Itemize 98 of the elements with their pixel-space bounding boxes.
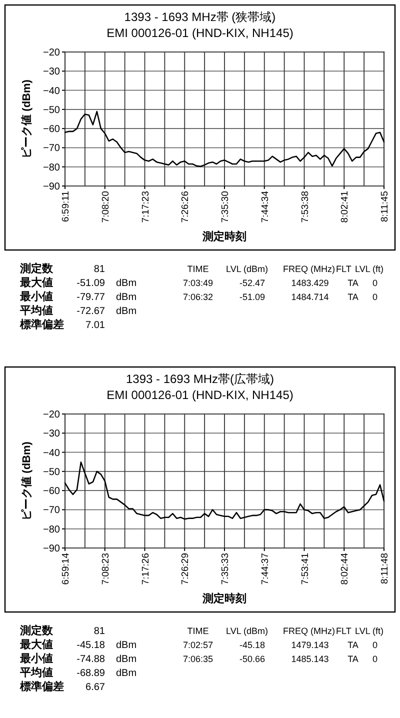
x-axis-title: 測定時刻 xyxy=(202,592,246,605)
text: -72.67 xyxy=(76,306,106,317)
text: -74.88 xyxy=(76,654,106,665)
text: TIME xyxy=(187,264,209,274)
text: dBm xyxy=(116,292,137,303)
text: -68.89 xyxy=(76,668,106,679)
text: FLT xyxy=(336,264,352,274)
text: 0 xyxy=(372,278,378,288)
y-tick-label: −90 xyxy=(43,544,60,554)
text: 7:06:32 xyxy=(182,292,214,302)
text: 7.01 xyxy=(86,320,106,331)
text: FREQ (MHz) xyxy=(283,264,335,274)
x-tick-label: 7:08:20 xyxy=(100,191,112,223)
y-tick-label: −50 xyxy=(43,104,60,116)
text: dBm xyxy=(116,306,137,317)
text: LVL (ft) xyxy=(355,264,384,274)
y-tick-label: −20 xyxy=(43,410,60,420)
y-tick-label: −40 xyxy=(43,448,60,459)
text: LVL (dBm) xyxy=(226,264,268,274)
chart-title: 1393 - 1693 MHz帯 (狭帯域) xyxy=(124,10,276,24)
text: LVL (ft) xyxy=(355,626,384,636)
x-tick-label: 7:17:23 xyxy=(140,191,152,223)
x-tick-label: 7:17:26 xyxy=(140,553,152,585)
x-tick-label: 6:59:11 xyxy=(60,191,72,222)
text: 7:06:35 xyxy=(182,654,214,664)
text: 0 xyxy=(372,292,378,302)
chart-subtitle: EMI 000126-01 (HND-KIX, NH145) xyxy=(106,388,294,402)
text: FREQ (MHz) xyxy=(283,626,335,636)
x-tick-label: 7:53:41 xyxy=(300,553,311,585)
text: 最小値 xyxy=(19,652,53,665)
text: 1479.143 xyxy=(291,640,329,650)
x-tick-label: 7:53:38 xyxy=(300,191,311,223)
text: -51.09 xyxy=(239,292,265,302)
y-tick-label: −30 xyxy=(43,66,60,78)
y-tick-label: −80 xyxy=(43,524,60,536)
text: dBm xyxy=(116,640,137,651)
y-tick-label: −40 xyxy=(43,86,60,97)
text: dBm xyxy=(116,278,137,289)
text: 1485.143 xyxy=(291,654,329,664)
text: TA xyxy=(348,654,358,664)
y-tick-label: −20 xyxy=(43,48,60,58)
y-tick-label: −90 xyxy=(43,182,60,192)
x-axis-title: 測定時刻 xyxy=(202,230,246,243)
text: 1483.429 xyxy=(291,278,329,288)
y-tick-label: −70 xyxy=(43,143,60,154)
text: 81 xyxy=(94,264,106,275)
text: 0 xyxy=(372,654,378,664)
text: 6.67 xyxy=(86,682,106,693)
y-tick-label: −60 xyxy=(43,486,60,498)
text: -52.47 xyxy=(239,278,265,288)
y-axis-title: ピーク値 (dBm) xyxy=(20,441,33,520)
text: LVL (dBm) xyxy=(226,626,268,636)
text: -50.66 xyxy=(239,654,265,664)
x-tick-label: 7:26:26 xyxy=(180,191,192,223)
text: -51.09 xyxy=(76,278,106,289)
x-tick-label: 7:44:34 xyxy=(260,191,271,223)
text: 1484.714 xyxy=(291,292,329,302)
text: 標準偏差 xyxy=(19,318,64,331)
text: 81 xyxy=(94,626,106,637)
text: dBm xyxy=(116,654,137,665)
chart-subtitle: EMI 000126-01 (HND-KIX, NH145) xyxy=(106,26,294,40)
text: 標準偏差 xyxy=(19,680,64,693)
text: -79.77 xyxy=(76,292,106,303)
x-tick-label: 8:11:45 xyxy=(380,191,390,222)
text: 0 xyxy=(372,640,378,650)
y-tick-label: −70 xyxy=(43,505,60,516)
x-tick-label: 8:02:41 xyxy=(340,191,351,223)
text: TA xyxy=(348,640,358,650)
text: TA xyxy=(348,278,358,288)
text: TIME xyxy=(187,626,209,636)
text: 最大値 xyxy=(19,276,53,289)
y-tick-label: −80 xyxy=(43,162,60,174)
text: -45.18 xyxy=(76,640,106,651)
text: 測定数 xyxy=(19,262,54,275)
text: -45.18 xyxy=(239,640,265,650)
x-tick-label: 8:02:44 xyxy=(340,553,351,585)
text: 平均値 xyxy=(19,666,53,679)
text: 平均値 xyxy=(19,304,53,317)
x-tick-label: 7:08:23 xyxy=(100,553,112,585)
x-tick-label: 7:35:30 xyxy=(220,191,231,223)
x-tick-label: 8:11:48 xyxy=(380,553,390,584)
x-tick-label: 7:26:29 xyxy=(180,553,192,585)
text: 7:03:49 xyxy=(182,278,214,288)
y-tick-label: −60 xyxy=(43,124,60,136)
text: 最大値 xyxy=(19,638,53,651)
text: 最小値 xyxy=(19,290,53,303)
text: TA xyxy=(348,292,358,302)
chart-title: 1393 - 1693 MHz帯(広帯域) xyxy=(126,372,274,386)
x-tick-label: 6:59:14 xyxy=(60,553,72,585)
x-tick-label: 7:35:33 xyxy=(220,553,231,585)
text: 7:02:57 xyxy=(182,640,214,650)
text: FLT xyxy=(336,626,352,636)
y-axis-title: ピーク値 (dBm) xyxy=(20,79,33,158)
text: dBm xyxy=(116,668,137,679)
x-tick-label: 7:44:37 xyxy=(260,553,271,585)
y-tick-label: −50 xyxy=(43,466,60,478)
y-tick-label: −30 xyxy=(43,428,60,440)
text: 測定数 xyxy=(19,624,54,637)
